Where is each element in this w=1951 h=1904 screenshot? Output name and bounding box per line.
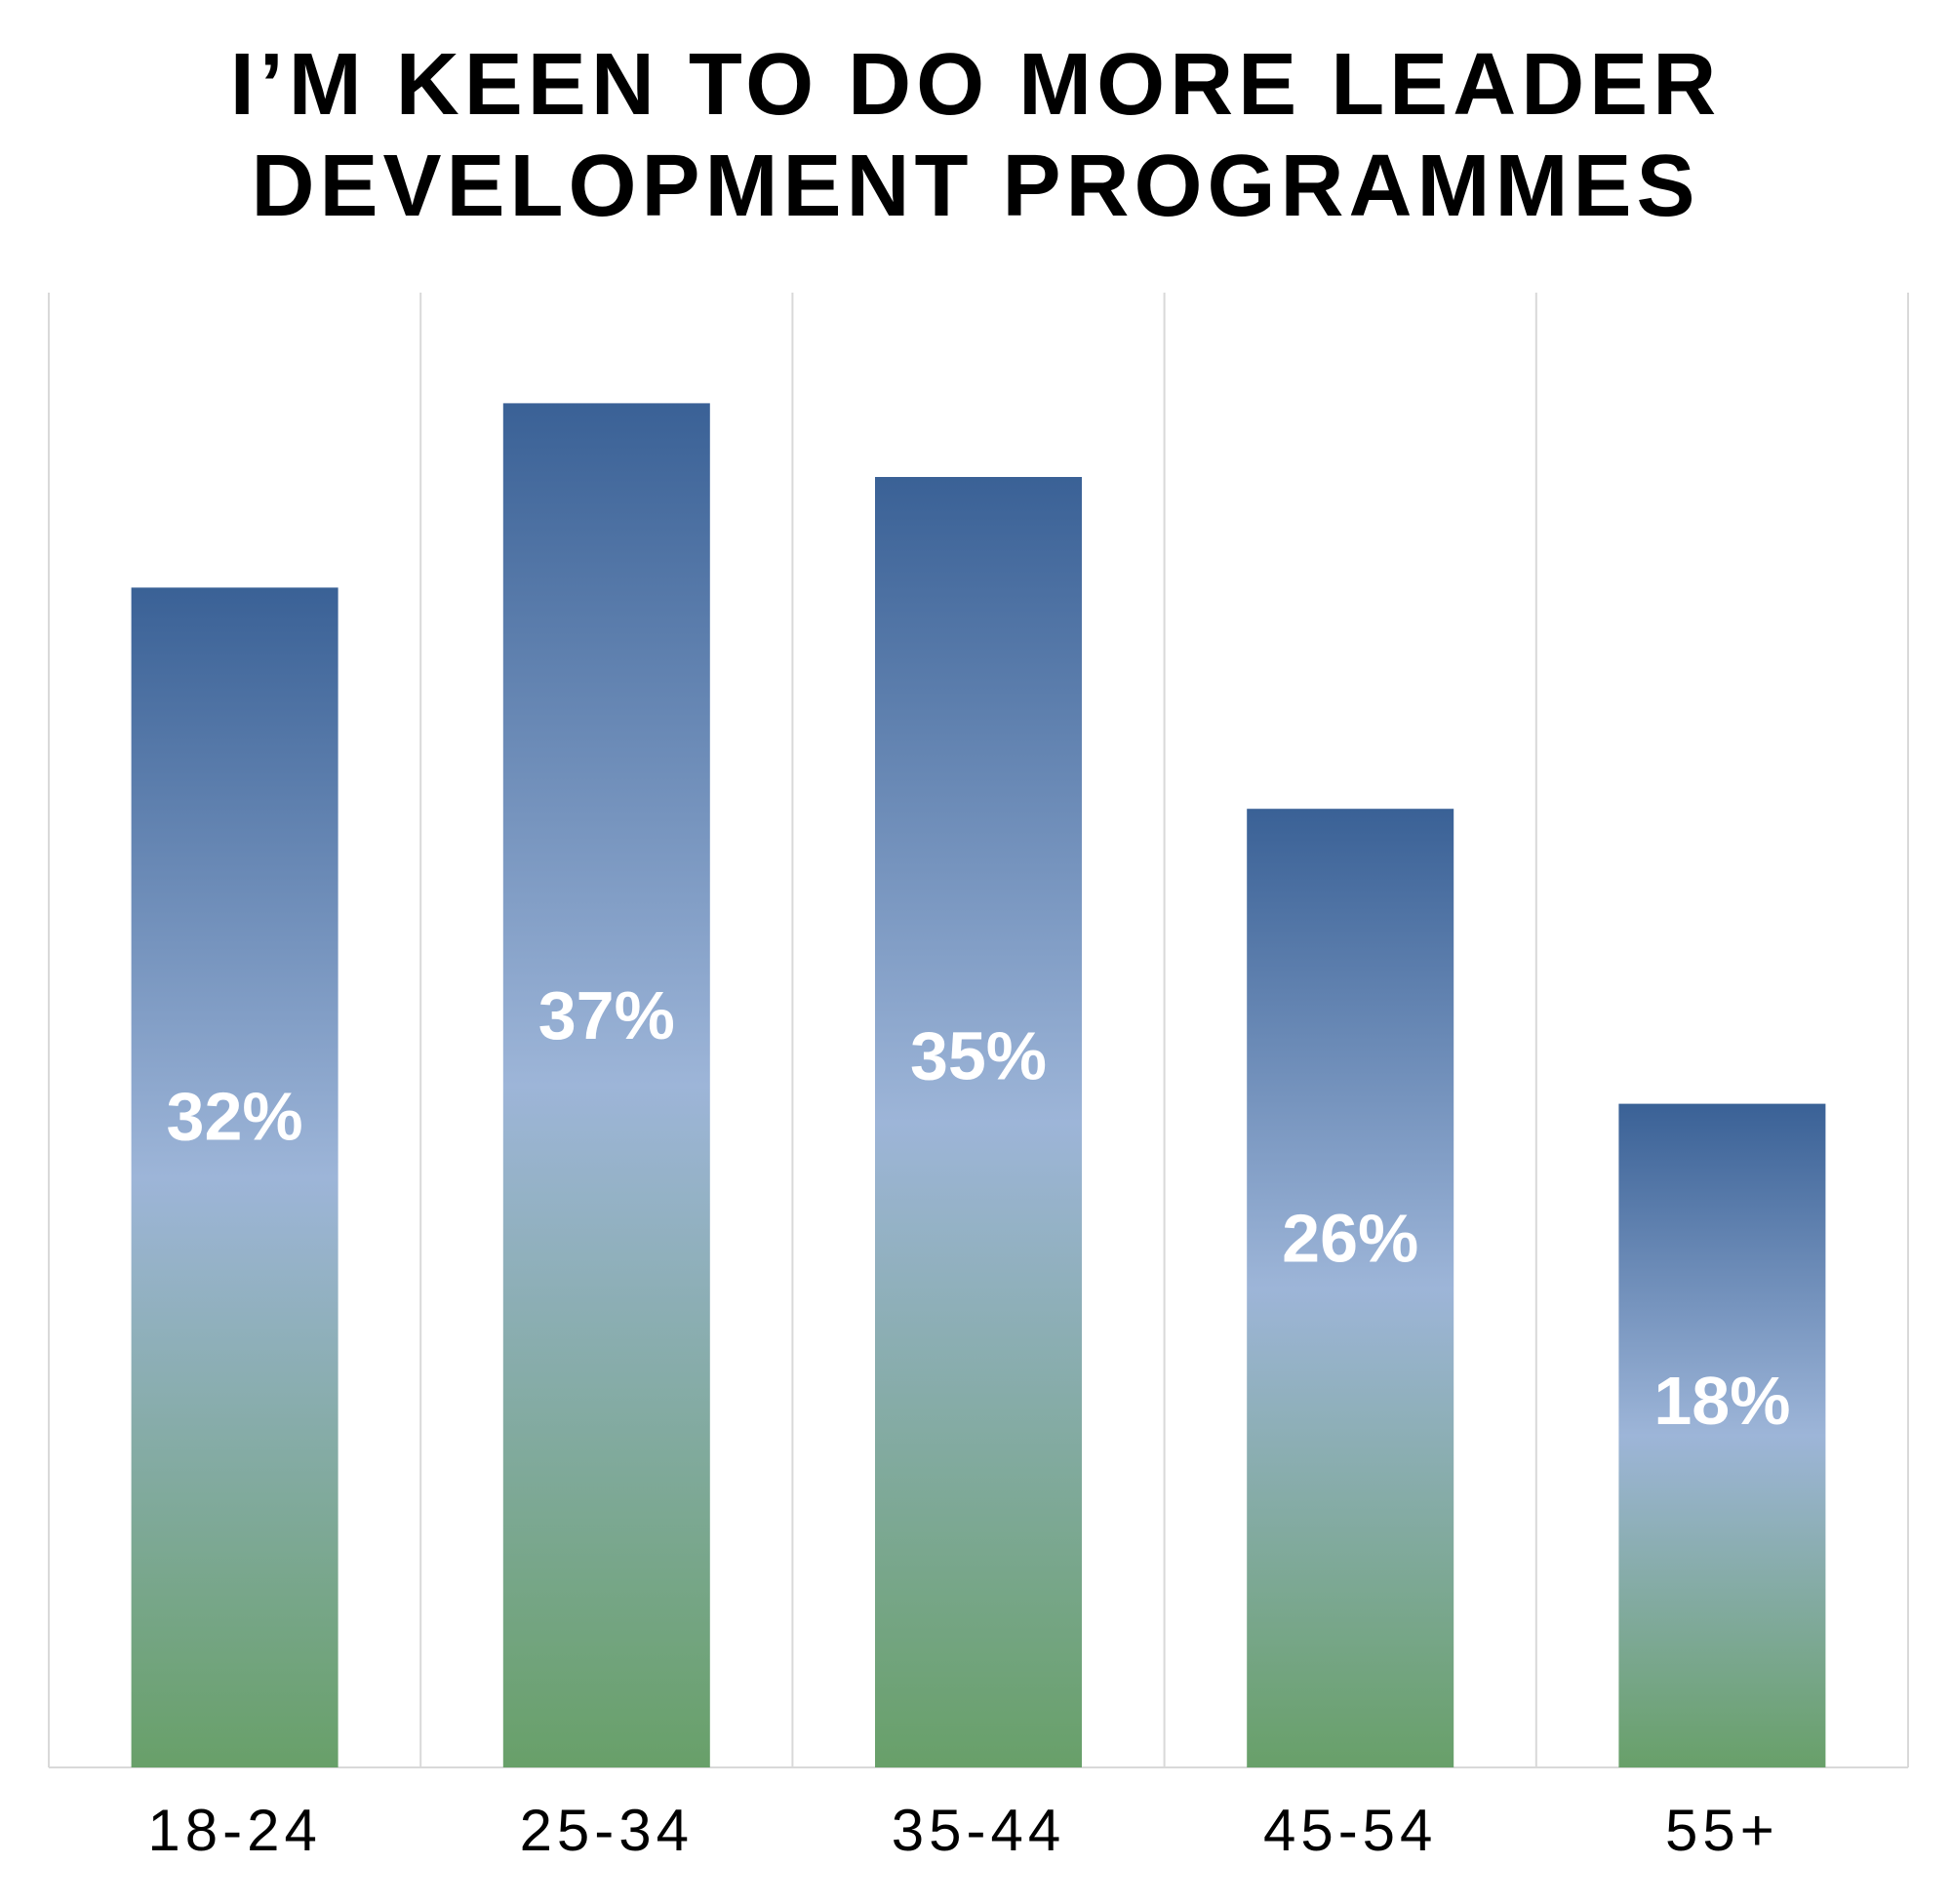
x-tick-label: 55+ [1665, 1798, 1779, 1863]
bar-25-34 [502, 403, 710, 1767]
bar-18-24 [131, 587, 338, 1767]
x-tick-label: 25-34 [520, 1798, 694, 1863]
data-label: 35% [910, 1017, 1047, 1093]
x-tick-label: 35-44 [892, 1798, 1065, 1863]
bars [131, 403, 1826, 1767]
x-tick-label: 18-24 [147, 1798, 321, 1863]
x-axis-tick-labels: 18-24 25-34 35-44 45-54 55+ [147, 1798, 1779, 1863]
chart-title-line-2: DEVELOPMENT PROGRAMMES [251, 138, 1700, 235]
chart-title: I’M KEEN TO DO MORE LEADER DEVELOPMENT P… [0, 34, 1951, 237]
x-tick-label: 45-54 [1263, 1798, 1437, 1863]
data-label: 18% [1653, 1363, 1790, 1439]
chart-title-line-1: I’M KEEN TO DO MORE LEADER [229, 36, 1722, 134]
data-labels: 32% 37% 35% 26% 18% [167, 977, 1791, 1439]
data-label: 32% [167, 1079, 303, 1155]
bar-45-54 [1247, 809, 1454, 1767]
bar-35-44 [875, 477, 1082, 1767]
data-label: 37% [538, 977, 675, 1053]
bar-55+ [1618, 1103, 1826, 1767]
data-label: 26% [1282, 1200, 1418, 1276]
